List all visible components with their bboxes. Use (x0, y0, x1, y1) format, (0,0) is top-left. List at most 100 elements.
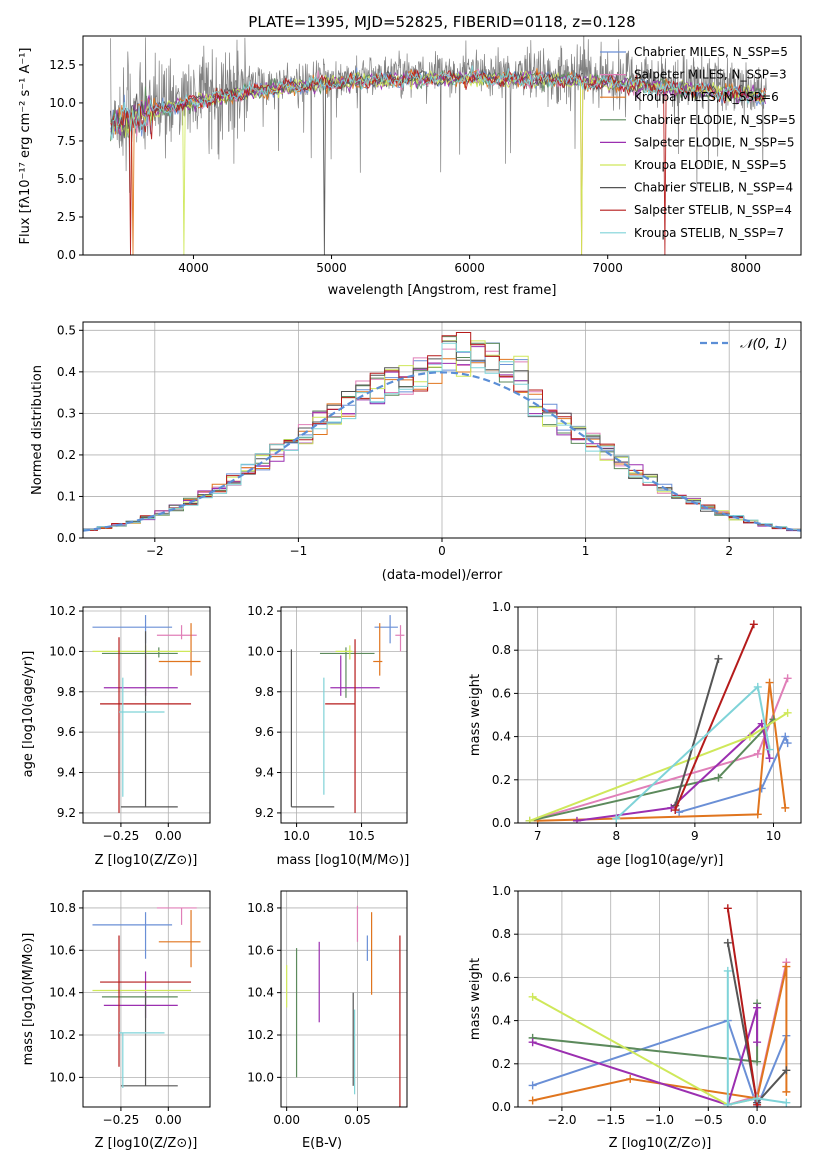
residual-xlabel: (data-model)/error (382, 568, 503, 583)
series-line-salpeter_elodie (532, 1007, 759, 1107)
marker-salpeter_elodie (753, 1003, 762, 1012)
marker-kroupa_stelib (612, 814, 621, 823)
marker-kroupa_miles (782, 1087, 791, 1096)
marker-kroupa_elodie (745, 732, 754, 741)
plot-bg (281, 607, 407, 823)
y-tick-label: 0.6 (492, 970, 511, 984)
axes-frame (82, 606, 211, 824)
ebv-mass-panel: E(B-V) 0.00 0.05 10.0 10.2 10.4 10.6 10.8 (247, 890, 408, 1151)
marker-kroupa_elodie (525, 816, 534, 823)
y-tick-label: 10.6 (247, 943, 274, 957)
y-tick-label: 0.0 (57, 248, 76, 262)
marker-chabrier_stelib (714, 654, 723, 663)
y-tick-label: 7.5 (57, 134, 76, 148)
y-tick-label: 5.0 (57, 172, 76, 186)
x-tick-label: −2 (146, 544, 164, 558)
z-mass-panel: Z [log10(Z/Z⊙)] mass [log10(M/M⊙)] −0.25… (21, 890, 211, 1151)
marker-kroupa_elodie (783, 708, 792, 717)
z-age-panel: Z [log10(Z/Z⊙)] age [log10(age/yr)] −0.2… (21, 604, 211, 868)
y-tick-label: 9.6 (57, 725, 76, 739)
series-line-salpeter_stelib (726, 908, 759, 1105)
z-age-xlabel: Z [log10(Z/Z⊙)] (95, 853, 198, 868)
x-tick-label: −0.25 (103, 829, 140, 843)
weight-lines (528, 904, 791, 1107)
z-mass-ylabel: mass [log10(M/M⊙)] (21, 933, 36, 1066)
x-tick-label: 9 (691, 829, 699, 843)
spectrum-xlabel: wavelength [Angstrom, rest frame] (328, 283, 557, 298)
series-line-salpeter_stelib (674, 623, 755, 811)
y-tick-label: 10.2 (247, 1028, 274, 1042)
axes-frame (82, 321, 802, 539)
legend-label: Kroupa STELIB, N_SSP=7 (634, 226, 784, 240)
marker-salpeter_elodie (528, 1038, 537, 1047)
y-tick-label: 10.8 (49, 901, 76, 915)
normal-curve (83, 371, 801, 532)
plot-bg (83, 607, 210, 823)
spectrum-panel: PLATE=1395, MJD=52825, FIBERID=0118, z=0… (18, 13, 802, 298)
marker-salpeter_elodie (765, 754, 774, 763)
y-tick-label: 10.4 (49, 986, 76, 1000)
axes-frame (82, 890, 211, 1108)
error-bars (92, 615, 201, 813)
z-weight-panel: Z [log10(Z/Z⊙)] mass weight −2.0 −1.5 −1.0… (468, 884, 802, 1151)
y-tick-label: 10.8 (247, 901, 274, 915)
y-tick-label: 0.6 (492, 686, 511, 700)
marker-salpeter_miles (753, 749, 762, 758)
spectrum-ylabel: Flux [fλ10⁻¹⁷ erg cm⁻² s⁻¹ A⁻¹] (18, 48, 33, 245)
y-tick-label: 0.2 (57, 448, 76, 462)
series-line-chabrier_miles (678, 733, 789, 814)
marker-salpeter_stelib (671, 806, 680, 815)
z-weight-xlabel: Z [log10(Z/Z⊙)] (609, 1136, 712, 1151)
model-spectrum-chabrier_stelib (110, 68, 766, 255)
marker-kroupa_miles (782, 962, 791, 971)
y-tick-label: 0.2 (492, 773, 511, 787)
series-line-kroupa_stelib (726, 970, 787, 1107)
marker-salpeter_miles (783, 674, 792, 683)
x-tick-label: 0.0 (748, 1113, 767, 1127)
legend-label: Chabrier MILES, N_SSP=5 (634, 45, 788, 59)
model-spectrum-kroupa_elodie (110, 69, 766, 255)
age-weight-xlabel: age [log10(age/yr)] (597, 853, 724, 868)
x-tick-label: 0.00 (155, 829, 182, 843)
y-tick-label: 10.0 (49, 96, 76, 110)
y-tick-label: 10.2 (49, 1028, 76, 1042)
legend-label: Kroupa ELODIE, N_SSP=5 (634, 158, 787, 172)
x-tick-label: 1 (582, 544, 590, 558)
y-tick-label: 0.1 (57, 489, 76, 503)
histogram-kroupa_stelib (83, 342, 801, 533)
y-tick-label: 0.4 (57, 365, 76, 379)
y-tick-label: 10.0 (49, 644, 76, 658)
histograms (83, 332, 801, 533)
z-age-ylabel: age [log10(age/yr)] (21, 651, 36, 778)
y-tick-label: 1.0 (492, 600, 511, 614)
legend-label: Chabrier STELIB, N_SSP=4 (634, 181, 793, 195)
x-tick-label: 0 (438, 544, 446, 558)
x-tick-label: 7000 (592, 261, 623, 275)
y-tick-label: 10.4 (247, 986, 274, 1000)
legend-label: Salpeter MILES, N_SSP=3 (634, 68, 787, 82)
y-tick-label: 2.5 (57, 210, 76, 224)
plot-bg (518, 607, 801, 823)
x-tick-label: 8 (612, 829, 620, 843)
y-tick-label: 10.2 (247, 604, 274, 618)
x-tick-label: 7 (534, 829, 542, 843)
chart-title: PLATE=1395, MJD=52825, FIBERID=0118, z=0… (248, 13, 635, 31)
marker-kroupa_elodie (528, 992, 537, 1001)
x-tick-label: 6000 (454, 261, 485, 275)
marker-chabrier_elodie (714, 773, 723, 782)
error-bars (92, 907, 201, 1088)
marker-chabrier_elodie (753, 1057, 762, 1066)
marker-kroupa_stelib (723, 966, 732, 975)
y-tick-label: 0.4 (492, 730, 511, 744)
y-tick-label: 0.0 (492, 816, 511, 830)
spectrum-lines (110, 36, 767, 255)
legend-label: 𝒩(0, 1) (740, 337, 787, 352)
series-line-salpeter_elodie (576, 721, 771, 822)
x-tick-label: 4000 (178, 261, 209, 275)
axes-frame (517, 890, 802, 1108)
y-tick-label: 9.6 (255, 725, 274, 739)
marker-kroupa_miles (626, 1074, 635, 1083)
marker-kroupa_stelib (723, 1100, 732, 1107)
y-tick-label: 9.2 (57, 806, 76, 820)
marker-kroupa_miles (753, 810, 762, 819)
